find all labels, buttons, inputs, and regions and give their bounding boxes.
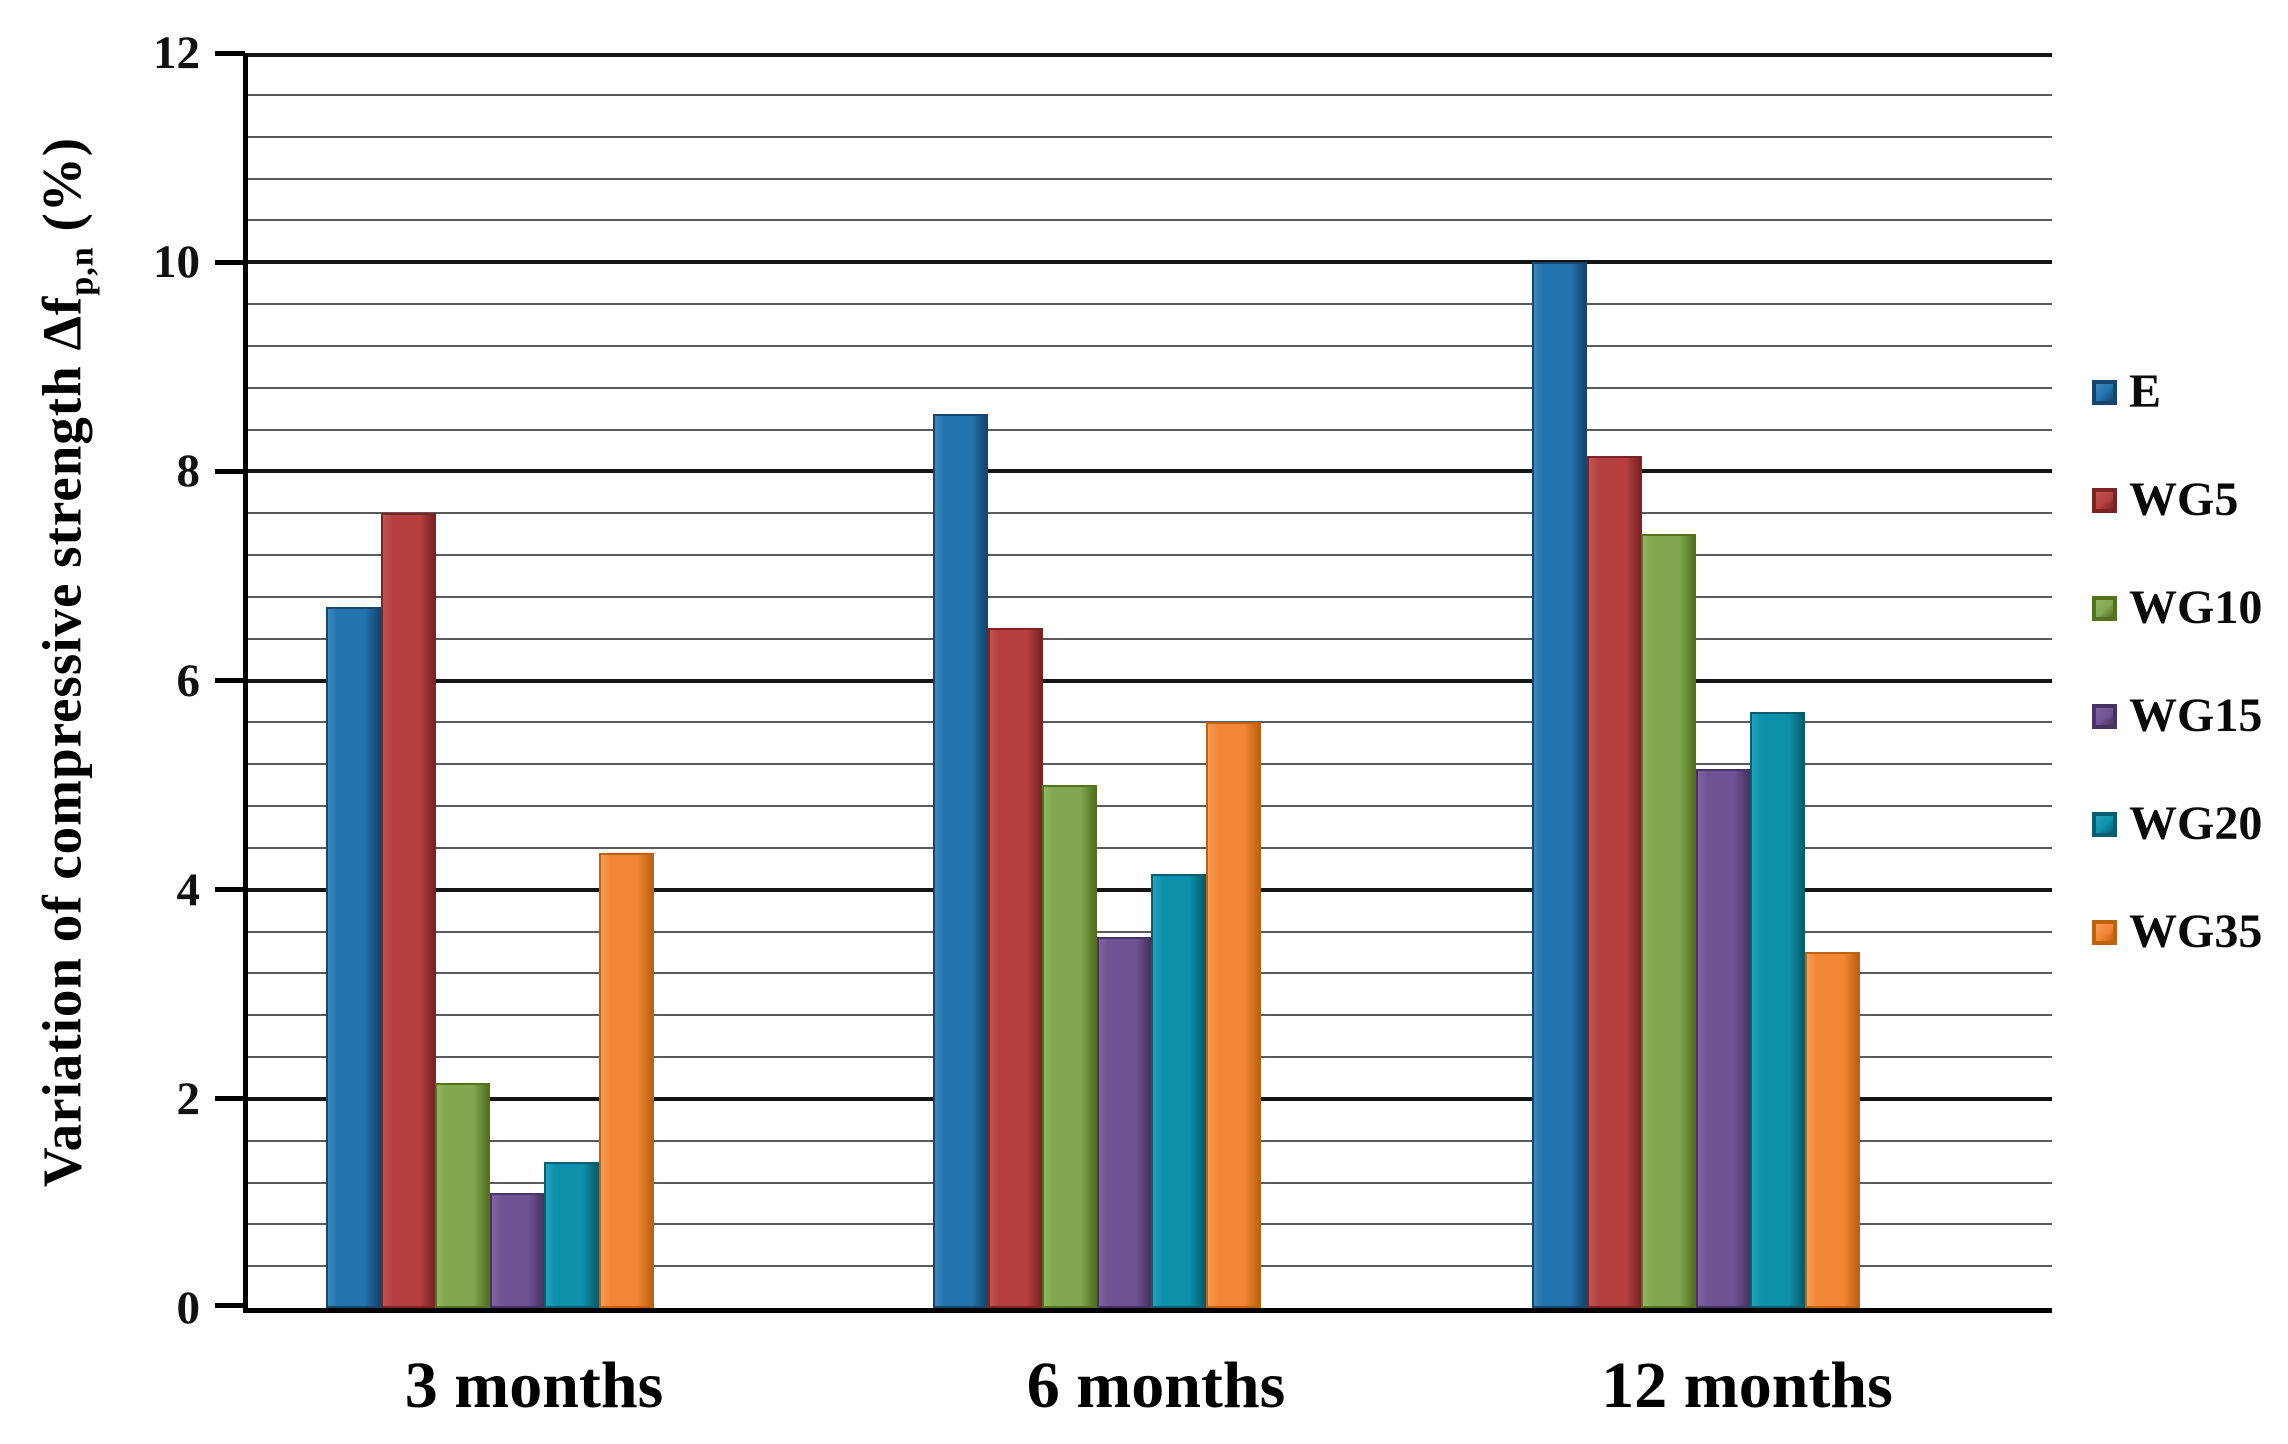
legend-swatch-icon [2092, 595, 2117, 621]
gridline-minor [248, 512, 2052, 515]
bar-WG10-6-months [1042, 785, 1097, 1308]
bar-E-12-months [1532, 262, 1587, 1308]
gridline-minor [248, 721, 2052, 724]
legend-entry-E: E [2092, 361, 2161, 423]
y-axis-tick-label: 2 [176, 1072, 201, 1125]
legend-label: WG5 [2129, 473, 2239, 526]
gridline-major [248, 887, 2052, 892]
y-axis-tick-label: 8 [176, 445, 201, 498]
gridline-minor [248, 303, 2052, 305]
legend-entry-WG20: WG20 [2092, 793, 2262, 855]
bar-WG5-12-months [1586, 455, 1642, 1308]
gridline-minor [248, 763, 2052, 766]
bar-WG35-12-months [1804, 952, 1860, 1308]
legend-label: WG35 [2129, 905, 2263, 958]
bar-WG20-3-months [544, 1161, 599, 1308]
legend-entry-WG35: WG35 [2092, 901, 2262, 963]
gridline-minor [248, 637, 2052, 640]
legend-entry-WG10: WG10 [2092, 577, 2262, 639]
bar-WG35-3-months [598, 853, 654, 1308]
bar-WG15-12-months [1695, 769, 1751, 1308]
legend-swatch-icon [2092, 487, 2117, 513]
gridline-major [248, 53, 2052, 57]
y-axis-tick-mark [215, 1303, 245, 1308]
bar-WG10-12-months [1641, 534, 1696, 1308]
bar-WG15-6-months [1096, 936, 1152, 1308]
gridline-minor [248, 93, 2052, 96]
gridline-minor [248, 344, 2052, 347]
bar-WG5-3-months [380, 513, 436, 1308]
legend: E WG5 WG10 WG15 WG20 WG35 [2092, 0, 2288, 1444]
y-axis-tick-mark [215, 1096, 245, 1102]
y-axis-tick-mark [215, 259, 245, 265]
y-axis-tick-mark [215, 678, 245, 683]
y-axis-tick-label: 12 [153, 27, 200, 79]
y-axis-tick-label: 10 [153, 236, 200, 289]
legend-label: WG15 [2129, 689, 2263, 742]
legend-swatch-icon [2092, 811, 2117, 837]
plot-area [215, 50, 2052, 1313]
bar-WG15-3-months [489, 1192, 545, 1308]
gridline-major [248, 469, 2052, 474]
y-axis-title-text: Variation of compressive strength Δf [31, 295, 93, 1188]
x-axis-label-3-months: 3 months [404, 1349, 664, 1422]
legend-swatch-icon [2092, 379, 2117, 405]
bar-E-6-months [933, 413, 988, 1308]
y-axis-tick-label: 6 [176, 654, 201, 707]
y-axis-tick-mark [215, 887, 245, 893]
gridline-minor [248, 386, 2052, 389]
legend-swatch-icon [2092, 703, 2117, 729]
bar-WG10-3-months [435, 1083, 490, 1308]
x-axis-label-12-months: 12 months [1601, 1349, 1893, 1422]
gridline-major [248, 260, 2052, 265]
y-axis-tick-mark [215, 50, 245, 56]
y-axis-title-unit: (%) [31, 136, 93, 247]
bar-WG20-12-months [1750, 711, 1805, 1308]
gridline-minor [248, 219, 2052, 222]
bar-WG35-6-months [1205, 722, 1261, 1308]
legend-swatch-icon [2092, 919, 2117, 945]
legend-label: E [2129, 365, 2162, 418]
legend-entry-WG5: WG5 [2092, 469, 2238, 531]
x-axis-label-6-months: 6 months [1026, 1349, 1286, 1422]
gridline-minor [248, 846, 2052, 849]
gridline-minor [248, 177, 2052, 180]
gridline-minor [248, 595, 2052, 598]
legend-label: WG20 [2129, 797, 2263, 850]
y-axis-tick-mark [215, 468, 245, 474]
y-axis-tick-label: 4 [176, 863, 201, 916]
gridline-minor [248, 554, 2052, 556]
bar-WG5-6-months [987, 628, 1043, 1308]
legend-label: WG10 [2129, 581, 2263, 634]
gridline-minor [248, 135, 2052, 138]
gridline-minor [248, 428, 2052, 431]
gridline-major [248, 678, 2052, 683]
y-axis-tick-label: 0 [176, 1282, 201, 1334]
legend-entry-WG15: WG15 [2092, 685, 2262, 747]
bar-WG20-6-months [1151, 873, 1206, 1308]
gridline-minor [248, 930, 2052, 933]
gridline-minor [248, 805, 2052, 807]
bar-E-3-months [326, 607, 381, 1308]
